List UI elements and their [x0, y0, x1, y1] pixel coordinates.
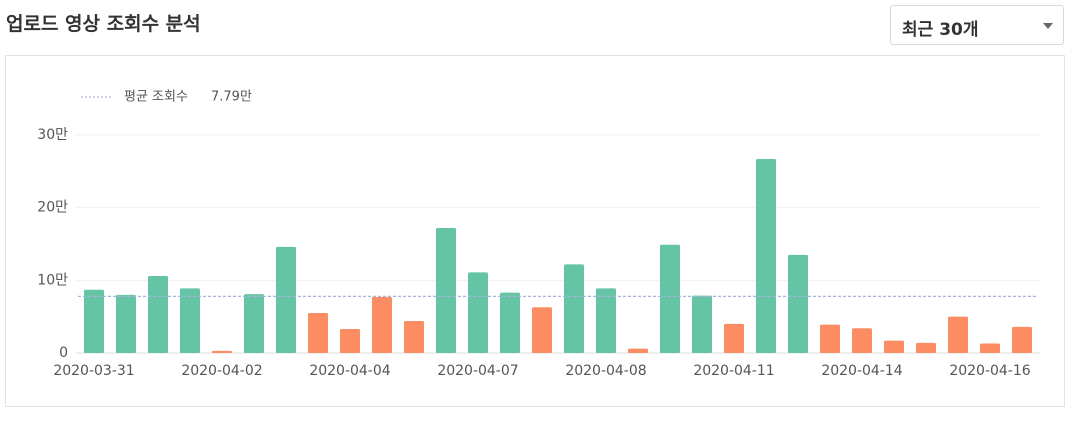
y-tick-label: 10만 — [37, 272, 68, 288]
y-tick-label: 20만 — [37, 200, 68, 216]
bar — [340, 329, 360, 353]
bar — [308, 313, 328, 353]
x-tick-label: 2020-04-04 — [309, 363, 390, 379]
x-tick-label: 2020-04-14 — [821, 363, 902, 379]
bar — [916, 342, 936, 353]
bar — [180, 288, 200, 353]
bar — [276, 246, 296, 353]
bar — [948, 316, 968, 353]
bar — [436, 228, 456, 353]
y-tick-label: 0 — [59, 345, 68, 361]
bar — [1012, 326, 1032, 353]
bar — [212, 350, 232, 353]
dropdown[interactable]: 최근 30개 — [890, 5, 1064, 45]
bar — [148, 275, 168, 353]
x-tick-label: 2020-04-11 — [693, 363, 774, 379]
bar — [404, 321, 424, 353]
bar — [244, 294, 264, 353]
legend-label: 평균 조회수 — [124, 90, 188, 105]
bar — [788, 254, 808, 353]
bar — [468, 272, 488, 353]
bar — [84, 289, 104, 353]
bar — [372, 297, 392, 353]
dropdown-label: 최근 30개 — [902, 20, 979, 40]
title: 업로드 영상 조회수 분석 — [6, 13, 201, 35]
x-tick-label: 2020-03-31 — [53, 363, 134, 379]
bar — [820, 324, 840, 353]
bar — [116, 294, 136, 353]
bar — [500, 292, 520, 353]
bar — [724, 323, 744, 353]
chart: 0 10만 20만 30만 2020-03-31 2020-04-02 2020-04-04… — [37, 90, 1040, 379]
dropdown-arrow — [1043, 23, 1053, 29]
x-tick-label: 2020-04-08 — [565, 363, 646, 379]
bar — [884, 340, 904, 353]
bar — [692, 295, 712, 353]
bar — [596, 288, 616, 353]
bar — [532, 307, 552, 353]
bar — [852, 328, 872, 353]
bar — [628, 348, 648, 353]
x-tick-label: 2020-04-02 — [181, 363, 262, 379]
chart-panel: 0 10만 20만 30만 2020-03-31 2020-04-02 2020-04-04… — [5, 55, 1065, 407]
x-tick-label: 2020-04-07 — [437, 363, 518, 379]
y-tick-label: 30만 — [37, 127, 68, 143]
bar — [980, 343, 1000, 353]
bar — [660, 244, 680, 353]
x-tick-label: 2020-04-16 — [949, 363, 1030, 379]
bar — [564, 264, 584, 353]
legend-value: 7.79만 — [211, 90, 252, 105]
bar — [756, 158, 776, 353]
